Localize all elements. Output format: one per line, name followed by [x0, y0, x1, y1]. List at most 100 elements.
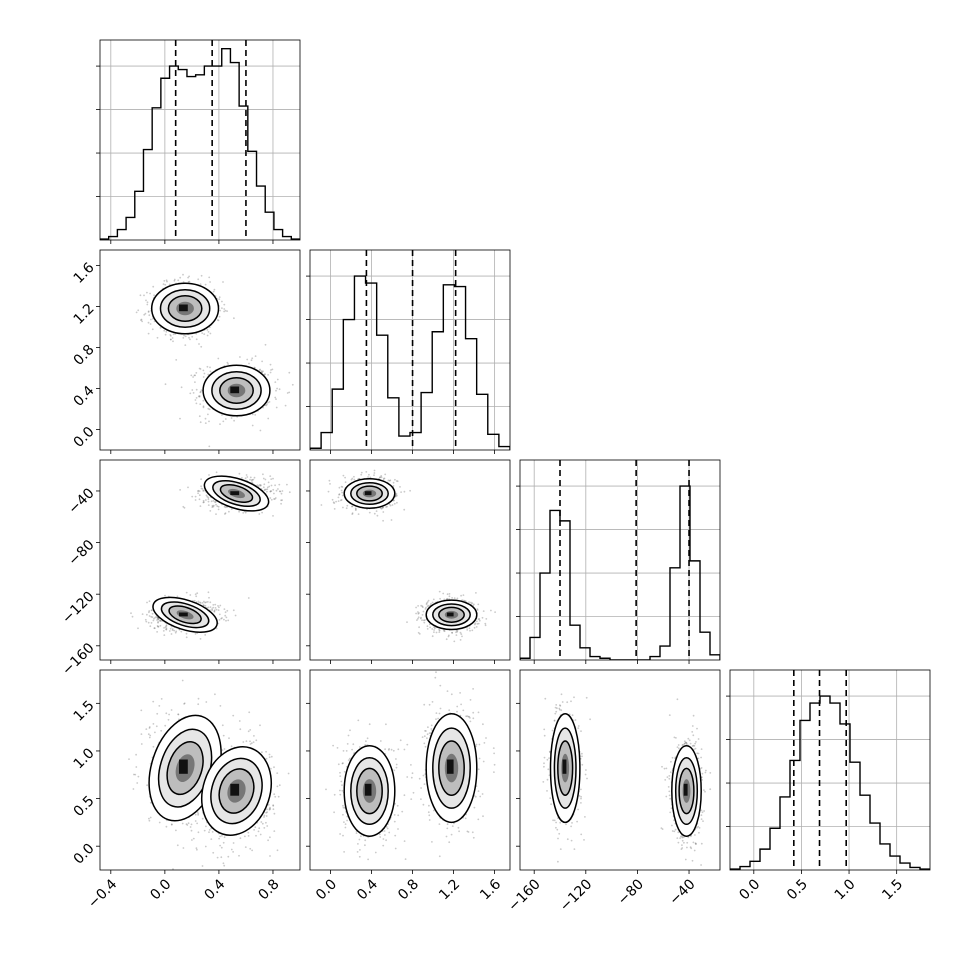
sample-point — [276, 849, 279, 852]
sample-point — [144, 618, 147, 621]
sample-point — [421, 619, 423, 622]
sample-point — [247, 597, 250, 599]
sample-point — [385, 506, 387, 508]
sample-point — [204, 283, 207, 286]
sample-point — [195, 397, 198, 399]
sample-point — [232, 842, 235, 844]
sample-point — [281, 499, 283, 501]
sample-point — [208, 408, 211, 411]
sample-point — [453, 640, 456, 643]
sample-point — [381, 506, 384, 509]
sample-point — [218, 613, 221, 616]
sample-point — [250, 742, 253, 745]
sample-point — [423, 621, 426, 624]
sample-point — [221, 414, 223, 416]
sample-point — [426, 601, 429, 603]
sample-point — [239, 728, 242, 731]
sample-point — [165, 624, 168, 626]
sample-point — [208, 474, 210, 476]
sample-point — [274, 497, 277, 499]
sample-point — [192, 392, 195, 394]
sample-point — [382, 477, 385, 480]
sample-point — [165, 330, 168, 333]
sample-point — [337, 496, 340, 499]
sample-point — [268, 401, 271, 403]
contour-1-1 — [212, 479, 261, 508]
sample-point — [224, 418, 227, 420]
sample-point — [386, 505, 388, 508]
sample-point — [199, 368, 202, 370]
sample-point — [379, 476, 382, 479]
sample-point — [286, 392, 289, 394]
sample-point — [195, 402, 198, 405]
sample-point — [365, 471, 368, 473]
sample-point — [375, 510, 378, 512]
contour-1-0 — [203, 475, 270, 512]
sample-point — [418, 612, 420, 614]
sample-point — [188, 275, 191, 278]
sample-point — [197, 490, 199, 492]
contour-0-2 — [438, 606, 465, 623]
sample-point — [353, 478, 356, 481]
sample-point — [478, 619, 481, 622]
sample-point — [384, 473, 387, 476]
sample-point — [417, 616, 420, 619]
sample-point — [342, 474, 345, 477]
sample-point — [253, 735, 255, 737]
hist-panel-1 — [306, 249, 511, 451]
sample-point — [288, 491, 291, 494]
sample-point — [392, 499, 395, 502]
sample-point — [173, 279, 176, 282]
sample-point — [272, 808, 275, 811]
sample-point — [211, 608, 214, 610]
sample-point — [434, 627, 436, 630]
sample-point — [203, 501, 205, 504]
sample-point — [337, 500, 340, 502]
sample-point — [392, 481, 395, 484]
sample-point — [219, 705, 222, 707]
sample-point — [148, 819, 151, 822]
sample-point — [157, 618, 160, 621]
sample-point — [140, 318, 143, 321]
sample-point — [133, 773, 135, 776]
sample-point — [360, 473, 363, 476]
sample-point — [281, 490, 284, 492]
sample-point — [206, 601, 209, 603]
sample-point — [211, 504, 214, 507]
sample-point — [173, 629, 176, 632]
sample-point — [193, 374, 196, 377]
sample-point — [198, 367, 201, 370]
sample-point — [208, 420, 210, 423]
sample-point — [152, 317, 154, 320]
sample-point — [288, 371, 291, 374]
sample-point — [241, 477, 243, 479]
sample-point — [357, 513, 360, 515]
sample-point — [393, 502, 396, 505]
sample-point — [154, 731, 156, 734]
histogram-1 — [310, 275, 510, 450]
sample-point — [156, 616, 159, 619]
sample-point — [239, 837, 242, 840]
sample-point — [267, 417, 270, 420]
sample-point — [468, 627, 471, 630]
sample-point — [212, 500, 215, 502]
sample-point — [182, 273, 184, 276]
sample-point — [197, 697, 200, 700]
sample-point — [215, 471, 218, 474]
sample-point — [145, 620, 148, 623]
sample-point — [220, 856, 223, 859]
sample-point — [206, 495, 209, 498]
sample-point — [225, 616, 228, 619]
sample-point — [383, 477, 386, 480]
sample-point — [278, 784, 281, 787]
sample-point — [218, 296, 221, 299]
sample-point — [169, 334, 172, 336]
sample-point — [135, 311, 138, 314]
sample-point — [266, 490, 268, 493]
sample-point — [207, 504, 210, 506]
contour-1-2 — [356, 485, 383, 502]
sample-point — [200, 485, 203, 488]
sample-point — [215, 513, 217, 515]
sample-point — [156, 619, 158, 621]
